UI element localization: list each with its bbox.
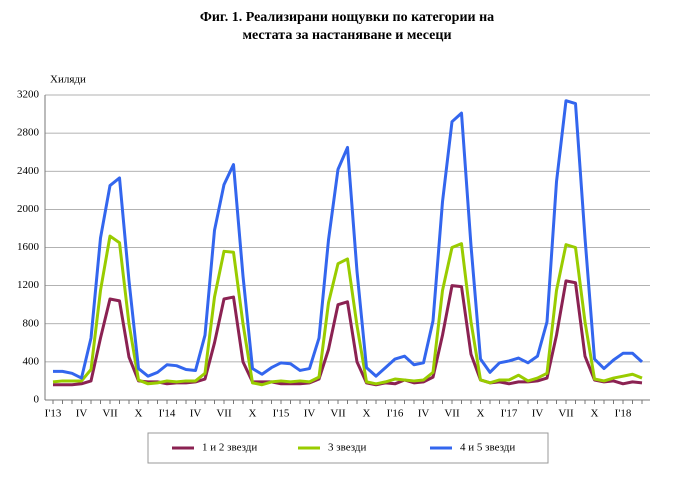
x-tick-label: IV [304,408,316,420]
line [52,234,643,387]
x-tick-label: VII [102,408,118,420]
x-tick-label: IV [76,408,88,420]
line [53,279,643,387]
legend-box [147,432,549,464]
y-axis-label: Хиляди [50,74,86,86]
x-tick-label: IV [418,408,430,420]
x-tick-label: X [363,408,371,420]
line [53,99,644,380]
x-tick-label: I'14 [159,408,176,420]
x-tick-label: I'18 [615,408,632,420]
y-tick-label: 2800 [17,127,40,139]
y-tick-label: 1200 [17,279,40,291]
legend-label: 4 и 5 звезди [460,442,515,454]
x-tick-label: VII [558,408,574,420]
x-tick-label: I'17 [501,408,518,420]
y-tick-label: 400 [23,355,40,367]
y-tick-label: 0 [34,394,40,406]
y-tick-label: 2000 [17,203,40,215]
x-tick-label: IV [190,408,202,420]
x-tick-label: I'15 [273,408,290,420]
x-tick-label: X [591,408,599,420]
x-tick-label: I'13 [45,408,62,420]
x-tick-label: VII [330,408,346,420]
chart-title: Фиг. 1. Реализирани нощувки по категории… [200,10,494,25]
legend-label: 1 и 2 звезди [202,442,257,454]
x-tick-label: X [135,408,143,420]
y-tick-label: 2400 [17,165,40,177]
y-tick-label: 800 [23,317,40,329]
x-tick-label: IV [532,408,544,420]
legend-label: 3 звезди [328,442,366,454]
x-tick-label: VII [444,408,460,420]
x-tick-label: X [477,408,485,420]
y-tick-label: 1600 [17,241,40,253]
x-tick-label: VII [216,408,232,420]
chart-title: местата за настаняване и месеци [242,28,451,43]
x-tick-label: I'16 [387,408,404,420]
y-tick-label: 3200 [17,89,40,101]
x-tick-label: X [249,408,257,420]
